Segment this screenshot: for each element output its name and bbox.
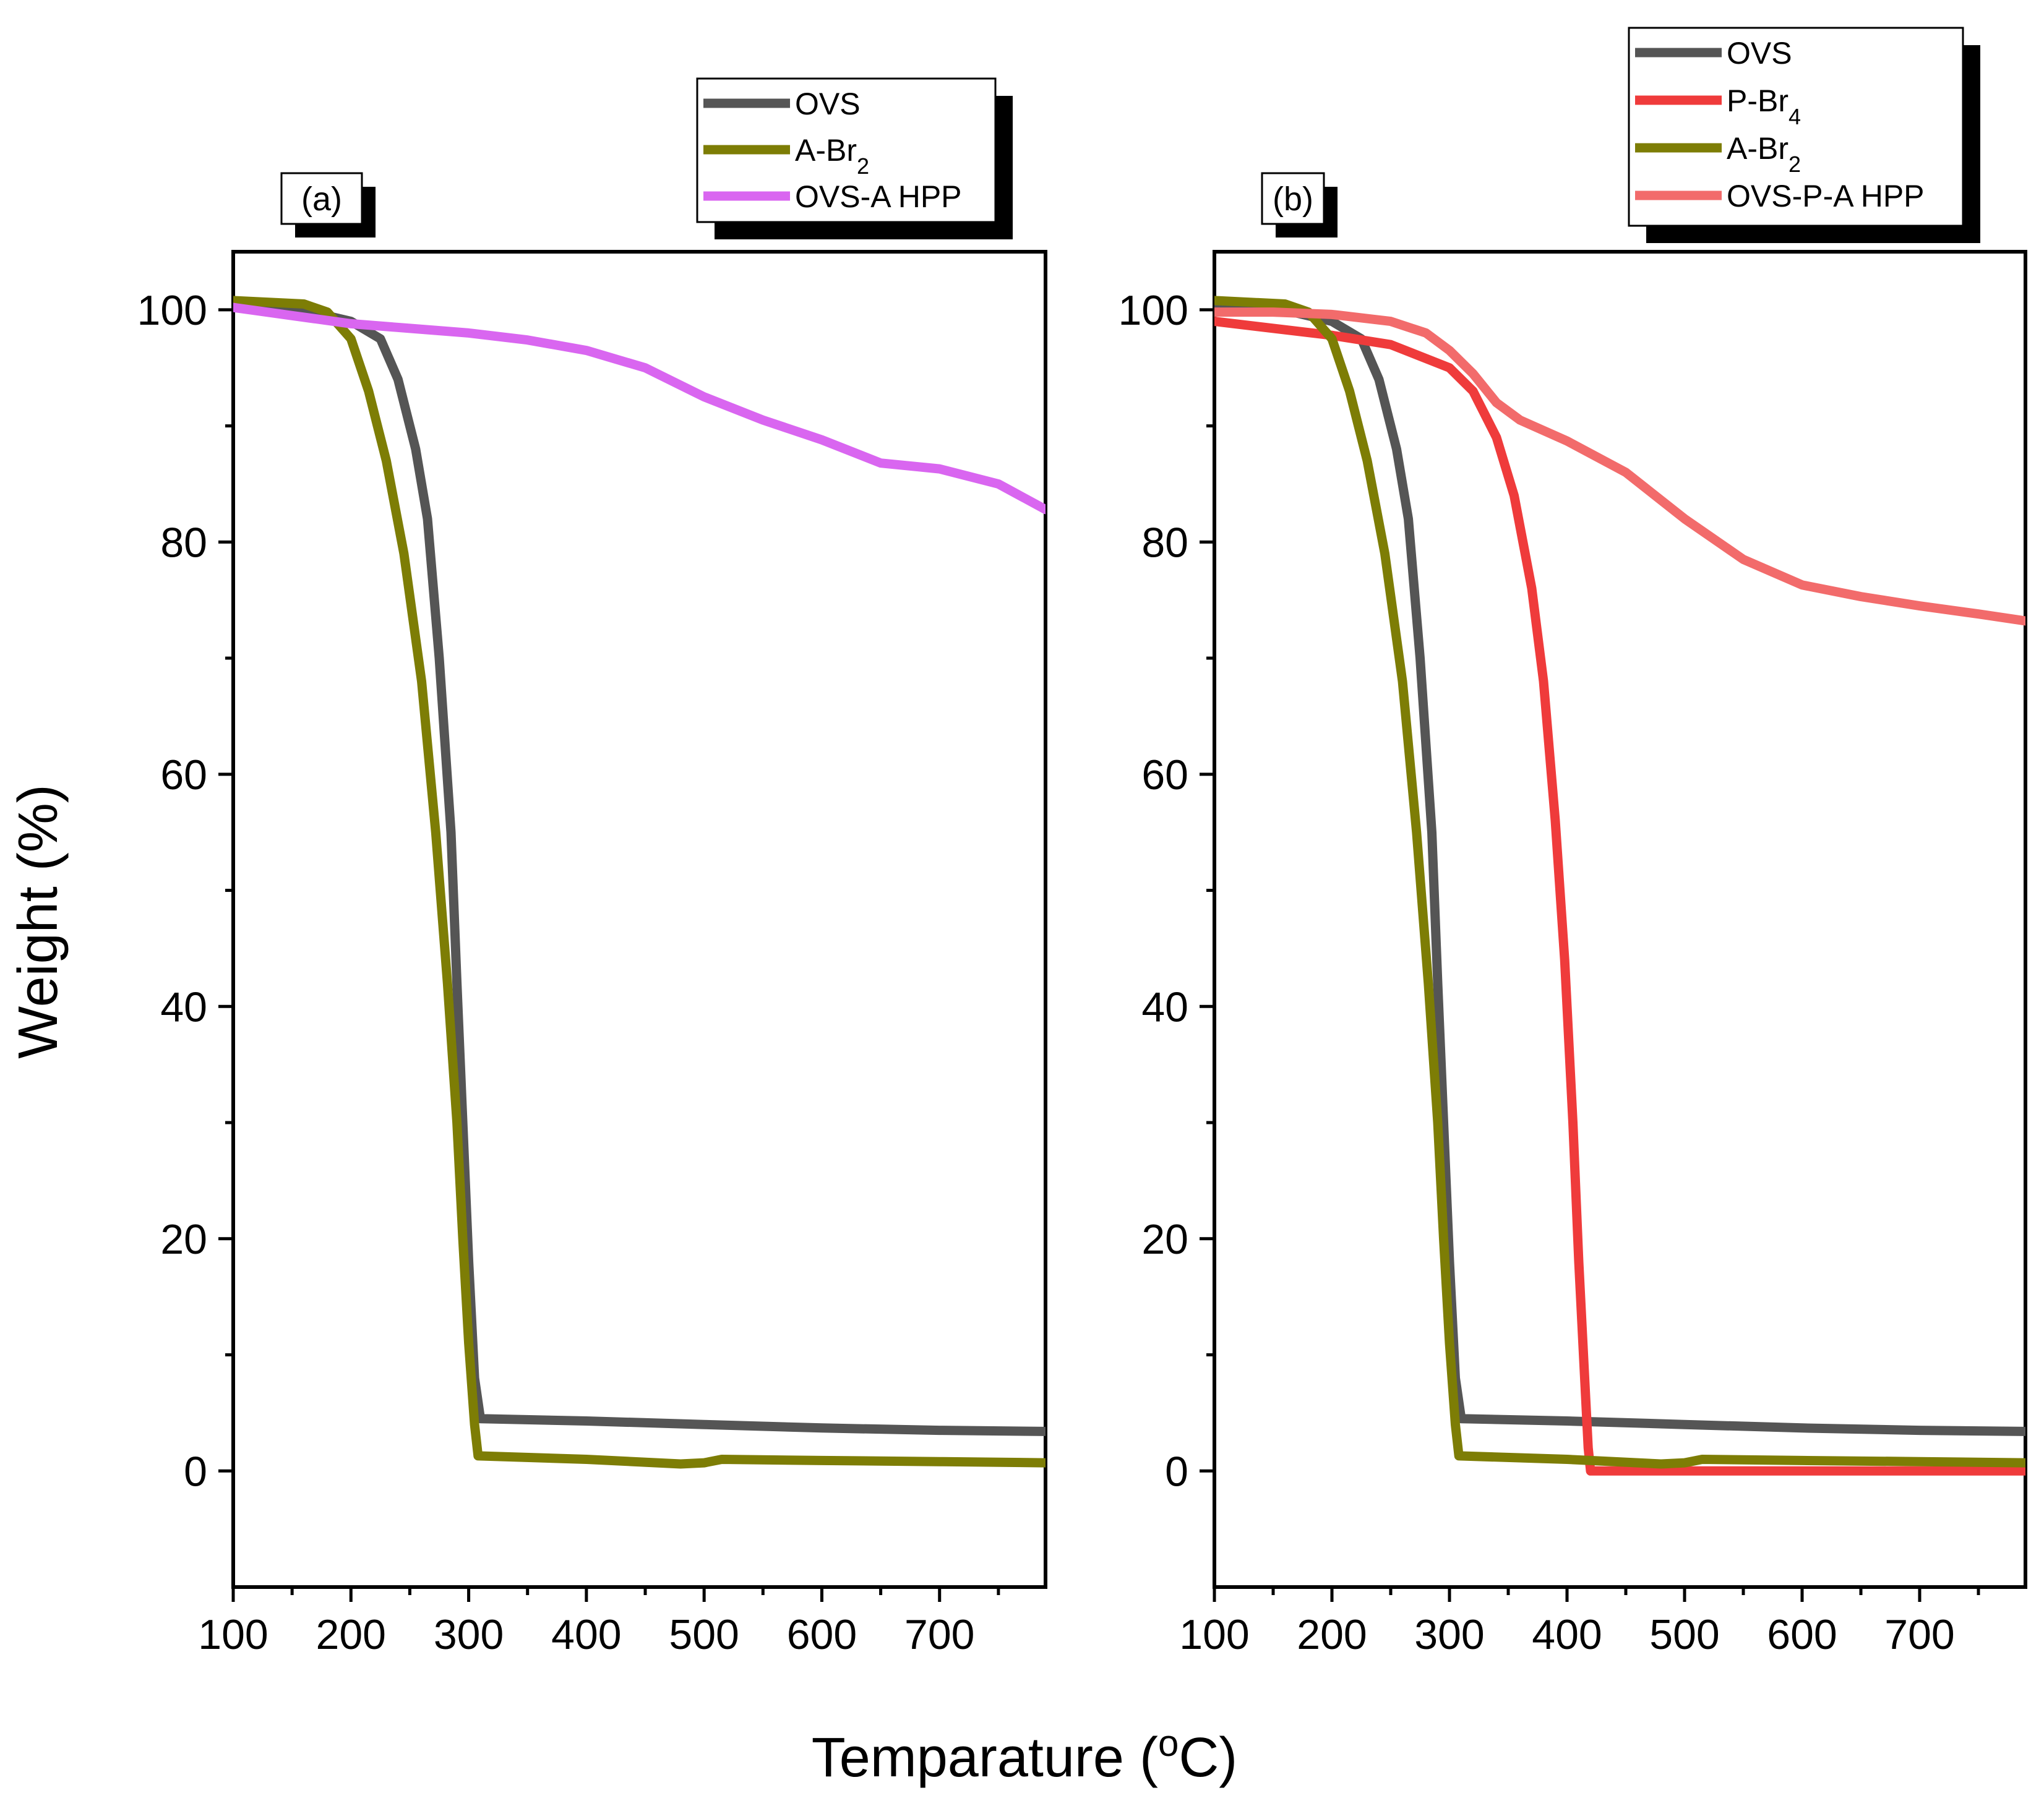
x-tick-label-a-100: 100 <box>198 1611 268 1658</box>
legend-label-a-a-br2: A-Br2 <box>795 133 869 179</box>
series-line-a-a-br2 <box>233 296 1046 1469</box>
panel-label-b: (b) <box>1273 181 1313 218</box>
legend-label-main-a-a-br2: A-Br <box>795 133 857 168</box>
y-tick-label-b-0: 0 <box>1165 1448 1188 1495</box>
series-line-b-p-br4 <box>1214 317 2025 1476</box>
legend-label-main-a-ovs: OVS <box>795 87 861 121</box>
legend-label-sub-b-p-br4: 4 <box>1788 104 1801 129</box>
legend-label-main-a-ovs-a-hpp: OVS-A HPP <box>795 179 962 214</box>
legend-label-b-p-br4: P-Br4 <box>1727 83 1801 129</box>
y-tick-label-a-20: 20 <box>160 1216 207 1263</box>
legend-label-a-ovs-a-hpp: OVS-A HPP <box>795 179 962 214</box>
series-line-b-a-br2 <box>1214 296 2025 1469</box>
x-tick-label-a-200: 200 <box>316 1611 386 1658</box>
x-axis-title-main: Temparature ( <box>812 1727 1158 1789</box>
x-axis-title-end: C) <box>1179 1727 1237 1789</box>
legend-label-b-ovs-p-a-hpp: OVS-P-A HPP <box>1727 179 1925 213</box>
legend-label-sub-a-a-br2: 2 <box>857 153 869 179</box>
x-tick-label-a-300: 300 <box>434 1611 504 1658</box>
x-tick-label-a-400: 400 <box>551 1611 621 1658</box>
plot-frame-b <box>1213 250 2027 1589</box>
panel-label-box-a <box>280 172 363 225</box>
panel-b: 100 200 300 400 500 600 700 0 20 40 60 80 100 (b) OVS P… <box>1119 27 2027 1658</box>
panel-label-a: (a) <box>301 181 342 218</box>
legend-label-b-a-br2: A-Br2 <box>1727 131 1801 177</box>
x-tick-label-b-600: 600 <box>1767 1611 1837 1658</box>
y-tick-label-b-60: 60 <box>1141 751 1188 798</box>
x-tick-label-b-500: 500 <box>1649 1611 1719 1658</box>
series-line-b-ovs-p-a-hpp <box>1214 307 2025 626</box>
y-tick-label-b-20: 20 <box>1141 1216 1188 1263</box>
series-line-a-ovs-a-hpp <box>233 302 1046 515</box>
legend-label-main-b-ovs-p-a-hpp: OVS-P-A HPP <box>1727 179 1925 213</box>
x-tick-label-b-700: 700 <box>1884 1611 1954 1658</box>
x-tick-label-a-700: 700 <box>904 1611 974 1658</box>
y-tick-label-b-100: 100 <box>1119 287 1188 334</box>
y-tick-label-a-0: 0 <box>184 1448 207 1495</box>
x-tick-label-a-500: 500 <box>669 1611 739 1658</box>
legend-label-b-ovs: OVS <box>1727 36 1792 71</box>
y-tick-label-b-40: 40 <box>1141 983 1188 1030</box>
y-tick-label-a-100: 100 <box>137 287 207 334</box>
x-tick-label-a-600: 600 <box>787 1611 857 1658</box>
legend-label-main-b-p-br4: P-Br <box>1727 83 1788 118</box>
x-axis-title-sup: o <box>1158 1723 1179 1764</box>
y-tick-label-a-60: 60 <box>160 751 207 798</box>
series-line-a-ovs <box>233 299 1046 1436</box>
y-tick-label-b-80: 80 <box>1141 519 1188 566</box>
y-axis-title: Weight (%) <box>7 784 69 1058</box>
x-tick-label-b-400: 400 <box>1532 1611 1602 1658</box>
legend-label-a-ovs: OVS <box>795 87 861 121</box>
x-tick-label-b-100: 100 <box>1179 1611 1249 1658</box>
panel-a: 100 200 300 400 500 600 700 0 20 40 60 80 100 (a) OVS A… <box>137 77 1047 1658</box>
legend-label-main-b-a-br2: A-Br <box>1727 131 1788 166</box>
x-tick-label-b-300: 300 <box>1414 1611 1484 1658</box>
panel-label-box-b <box>1261 172 1325 225</box>
x-tick-label-b-200: 200 <box>1297 1611 1367 1658</box>
legend-label-sub-b-a-br2: 2 <box>1788 152 1801 177</box>
x-axis-title: Temparature (oC) <box>812 1723 1238 1789</box>
legend-label-main-b-ovs: OVS <box>1727 36 1792 71</box>
y-tick-label-a-80: 80 <box>160 519 207 566</box>
y-tick-label-a-40: 40 <box>160 983 207 1030</box>
plot-frame-a <box>231 250 1047 1589</box>
